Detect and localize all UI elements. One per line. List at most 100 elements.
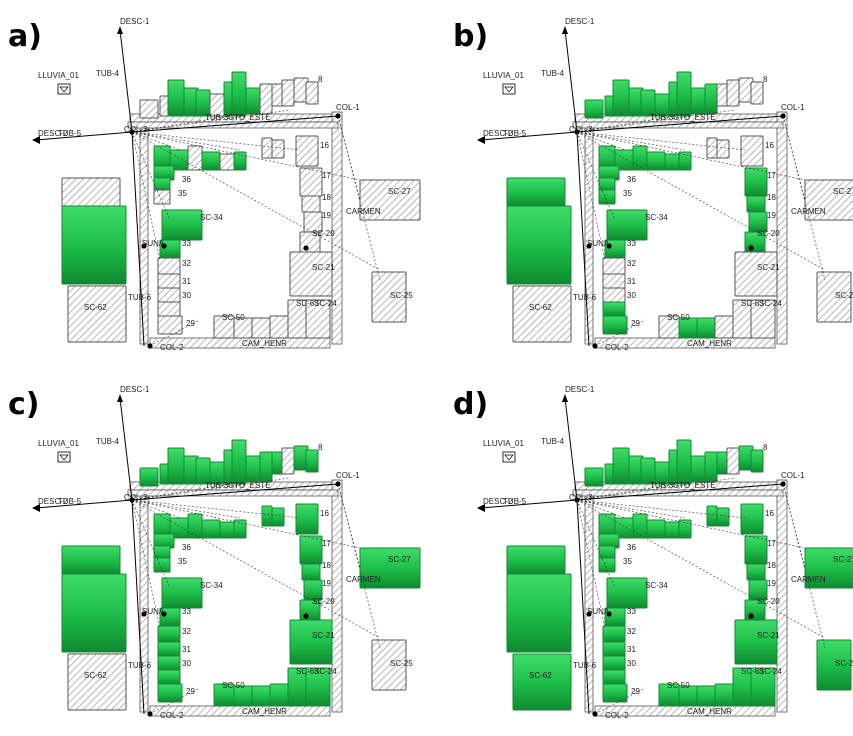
label-sc62: SC-62 — [84, 671, 107, 680]
label-lluvia: LLUVIA_01 — [38, 71, 79, 80]
subcatchment-13 — [750, 81, 764, 105]
label-tub6: TUB-6 — [128, 293, 152, 302]
label-col3: COL-3 — [124, 125, 148, 134]
subcatchment-21 — [716, 139, 730, 159]
subcatchment-45 — [61, 205, 127, 285]
label-suna: SUNA — [142, 607, 165, 616]
label-sc63: SC-63 — [741, 667, 764, 676]
label-col1: COL-1 — [781, 471, 805, 480]
link-dashed-1 — [576, 477, 736, 501]
label-36: 36 — [627, 543, 636, 552]
subcatchment-36 — [269, 683, 289, 707]
subcatchment-25 — [153, 557, 171, 573]
label-8: 8 — [763, 443, 768, 452]
conduit-south — [576, 499, 590, 715]
label-30: 30 — [627, 659, 636, 668]
label-col3: COL-3 — [569, 125, 593, 134]
label-tub6: TUB-6 — [573, 293, 597, 302]
junction-node-2 — [147, 711, 153, 717]
subcatchment-36 — [714, 683, 734, 707]
subcatchment-22 — [295, 503, 319, 535]
label-35: 35 — [623, 189, 632, 198]
junction-node-3 — [586, 243, 592, 249]
subcatchment-7 — [231, 71, 247, 117]
label-29: 29 — [631, 687, 640, 696]
raingauge-symbol-icon — [59, 86, 69, 93]
subcatchment-45 — [506, 573, 572, 653]
label-8: 8 — [763, 75, 768, 84]
label-sc20: SC-20 — [312, 229, 335, 238]
link-dashed-7 — [576, 131, 826, 271]
subcatchment-30 — [602, 655, 626, 671]
subcatchment-30 — [157, 287, 181, 303]
subcatchment-26 — [161, 577, 203, 609]
label-19: 19 — [322, 211, 331, 220]
subcatchment-38 — [750, 299, 776, 339]
link-dashed-9 — [576, 131, 606, 261]
subcatchment-21 — [271, 507, 285, 527]
label-sc21: SC-21 — [312, 263, 335, 272]
conduit-south — [131, 131, 145, 347]
label-33: 33 — [182, 607, 191, 616]
link-dashed-0 — [576, 483, 676, 501]
junction-node-5 — [161, 243, 167, 249]
label-16: 16 — [320, 509, 329, 518]
link-dashed-outer-0 — [782, 483, 806, 569]
subcatchment-46 — [67, 285, 127, 343]
junction-node-5 — [161, 611, 167, 617]
subcatchment-40 — [746, 195, 766, 213]
subcatchment-32 — [602, 315, 628, 335]
junction-node-0 — [574, 497, 580, 503]
label-gto: GTO_ESTE — [228, 481, 271, 490]
link-dashed-1 — [576, 109, 736, 133]
label-30: 30 — [627, 291, 636, 300]
label-tub3: TUB-3 — [205, 113, 229, 122]
subcatchment-25 — [153, 189, 171, 205]
junction-node-4 — [748, 613, 754, 619]
subcatchment-47 — [359, 179, 421, 221]
label-cam-henr: CAM_HENR — [687, 339, 732, 348]
subcatchment-28 — [157, 257, 181, 275]
subcatchment-48 — [371, 639, 407, 691]
subcatchment-28 — [602, 257, 626, 275]
raingauge-icon — [57, 83, 71, 95]
link-dashed-outer-0 — [337, 115, 361, 201]
channel-3 — [331, 479, 343, 713]
link-dashed-outer-2 — [594, 687, 646, 715]
subcatchment-16 — [632, 145, 648, 171]
subcatchment-11 — [726, 79, 740, 107]
label-sc25: SC-25 — [390, 291, 413, 300]
link-dashed-5 — [131, 499, 301, 519]
subcatchment-48 — [371, 271, 407, 323]
link-dashed-outer-1 — [337, 115, 381, 281]
subcatchment-36 — [714, 315, 734, 339]
label-18: 18 — [767, 561, 776, 570]
subcatchment-20 — [261, 505, 273, 527]
subcatchment-46 — [512, 653, 572, 711]
label-sc50: SC-50 — [667, 313, 690, 322]
label-33: 33 — [182, 239, 191, 248]
label-18: 18 — [322, 561, 331, 570]
label-32: 32 — [182, 259, 191, 268]
subcatchment-19 — [678, 151, 692, 171]
junction-node-0 — [129, 497, 135, 503]
subcatchment-19 — [678, 519, 692, 539]
link-dashed-7 — [131, 499, 381, 639]
subcatchment-39 — [299, 535, 323, 565]
label-tub6: TUB-6 — [573, 661, 597, 670]
subcatchment-26 — [606, 209, 648, 241]
subcatchment-8 — [245, 455, 261, 483]
subcatchment-29 — [157, 273, 181, 289]
label-desc2: DESC-2 — [38, 497, 68, 506]
junction-node-4 — [303, 613, 309, 619]
link-dashed-3 — [576, 499, 626, 519]
label-cam-henr: CAM_HENR — [242, 707, 287, 716]
junction-node-4 — [303, 245, 309, 251]
arrow-desc2-icon — [32, 136, 40, 144]
label-32: 32 — [627, 259, 636, 268]
conduit-desc2 — [480, 131, 578, 141]
label-16: 16 — [765, 509, 774, 518]
subcatchment-16 — [187, 513, 203, 539]
label-carmen: CARMEN — [346, 575, 381, 584]
